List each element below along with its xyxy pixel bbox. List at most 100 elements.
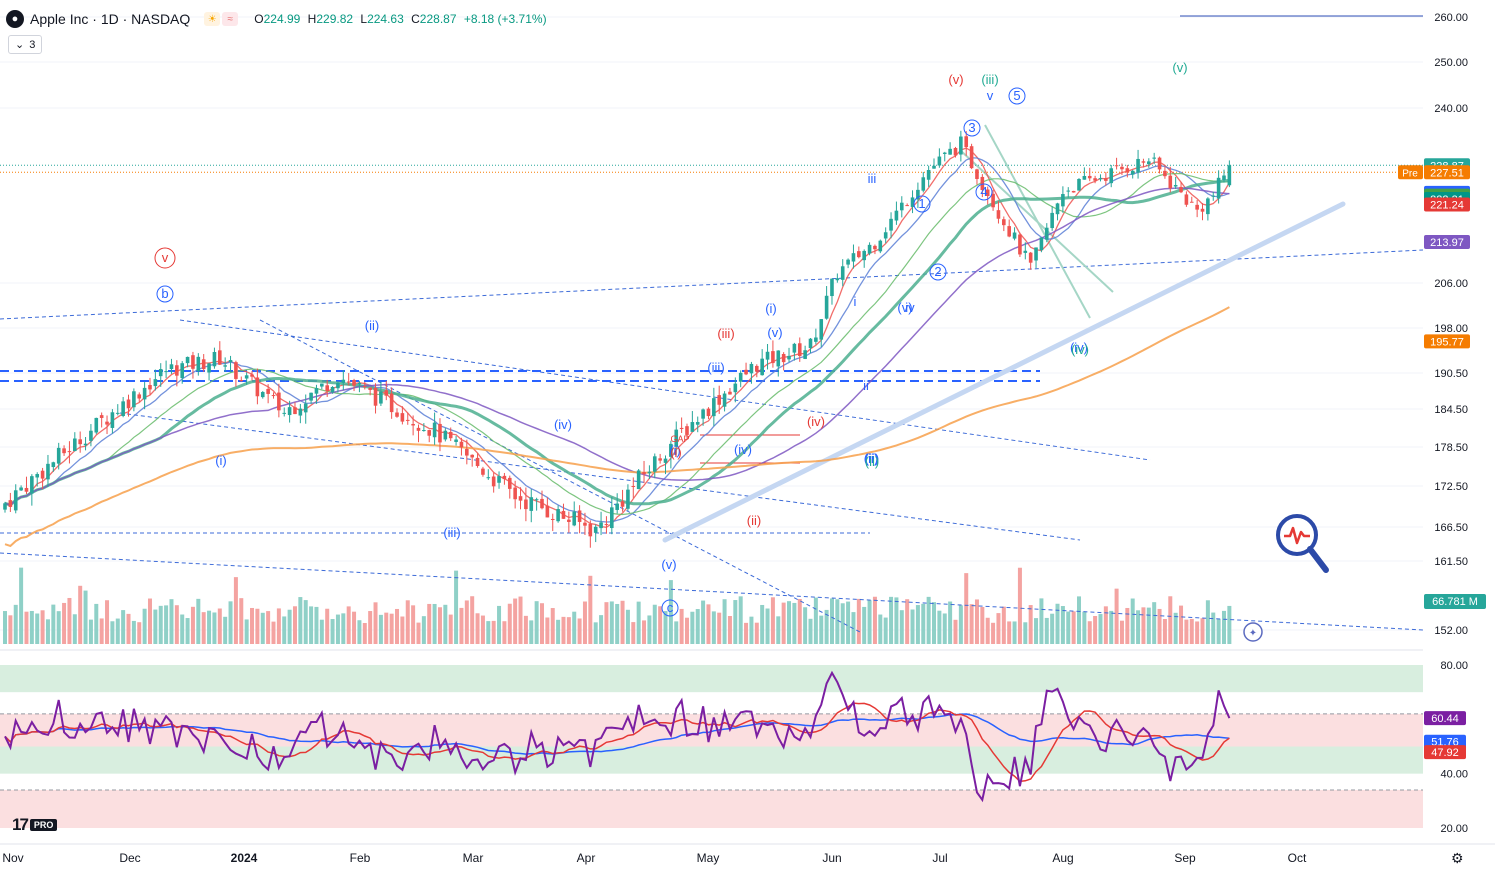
candle-body	[432, 422, 437, 438]
volume-bar	[1066, 611, 1071, 644]
wave-label: (i)	[670, 445, 682, 460]
candle-body	[62, 448, 66, 454]
candle-body	[121, 401, 125, 417]
candle-body	[910, 197, 915, 207]
volume-bar	[357, 620, 362, 644]
pre-tag-label: Pre	[1402, 168, 1418, 179]
candle-body	[540, 498, 544, 509]
symbol-title[interactable]: Apple Inc · 1D · NASDAQ	[30, 11, 191, 27]
candle-body	[985, 189, 990, 196]
candle-body	[1039, 237, 1044, 251]
wave-label: 4	[980, 184, 987, 199]
volume-bar	[749, 616, 754, 644]
candle-body	[137, 394, 142, 399]
wave-circle	[929, 263, 947, 281]
volume-bar	[1189, 618, 1194, 644]
candle-body	[19, 487, 23, 491]
price-change: +8.18 (+3.71%)	[463, 12, 547, 26]
candle-body	[105, 421, 109, 425]
candle-body	[1222, 175, 1226, 180]
candle-body	[35, 474, 40, 478]
tradingview-logo[interactable]: 17 PRO	[12, 815, 58, 835]
candle-body	[303, 403, 308, 413]
volume-bar	[72, 614, 77, 644]
tv-logo-mark: 17	[12, 815, 29, 834]
volume-bar	[899, 610, 904, 644]
volume-bar	[674, 621, 679, 644]
volume-bar	[1168, 596, 1173, 644]
candle-body	[1136, 158, 1140, 173]
wave-label: c	[667, 600, 674, 615]
candle-body	[620, 501, 625, 507]
volume-bar	[572, 611, 577, 644]
volume-tag-label: 66.781 M	[1432, 596, 1478, 608]
volume-bar	[894, 597, 899, 644]
wave-label: (ii)	[865, 451, 879, 466]
volume-bar	[566, 617, 571, 644]
candle-body	[314, 388, 319, 394]
volume-bar	[1157, 608, 1162, 644]
price-tag-label: 213.97	[1430, 237, 1464, 249]
volume-bar	[1109, 610, 1114, 644]
candle-body	[636, 470, 641, 490]
candle-body	[491, 476, 496, 487]
candle-body	[266, 388, 270, 394]
candle-body	[46, 463, 50, 480]
rsi-overbought-zone	[0, 665, 1423, 693]
price-tick-label: 152.00	[1434, 625, 1468, 637]
wave-label: (iv)	[1070, 340, 1088, 355]
price-tag	[1424, 234, 1470, 249]
indicators-toggle-button[interactable]: ⌄ 3	[8, 35, 43, 54]
volume-bar	[239, 598, 244, 644]
volume-bar	[658, 606, 663, 644]
candle-body	[926, 170, 931, 180]
candle-body	[717, 395, 722, 405]
candle-body	[513, 487, 517, 500]
time-tick-label: Jul	[932, 851, 947, 865]
candle-body	[250, 374, 254, 377]
candle-body	[384, 390, 389, 396]
volume-bar	[276, 608, 281, 644]
candle-body	[277, 392, 281, 411]
event-marker-glyph: ✦	[1249, 628, 1257, 639]
rsi-line	[4, 670, 1231, 803]
volume-bar	[78, 585, 83, 644]
ma-blue-line	[4, 157, 1230, 523]
wave-label: GAP	[670, 434, 689, 444]
volume-bar	[454, 570, 459, 644]
candle-body	[73, 438, 77, 452]
wave-circle	[963, 119, 981, 137]
magnifier-pulse-icon[interactable]	[1272, 510, 1332, 576]
volume-bar	[99, 618, 104, 644]
volume-bar	[883, 617, 888, 644]
candle-body	[1179, 186, 1183, 193]
data-wave-icon[interactable]: ≈	[222, 12, 239, 26]
volume-bar	[738, 596, 743, 644]
candle-body	[851, 253, 856, 262]
volume-bar	[1205, 600, 1210, 644]
wave-label: 1	[918, 196, 925, 211]
volume-bar	[765, 608, 770, 644]
sun-icon[interactable]: ☀	[204, 12, 221, 26]
volume-bar	[335, 614, 340, 644]
wave-label: (i)	[215, 453, 227, 468]
volume-bar	[1141, 607, 1146, 644]
candle-body	[669, 443, 673, 457]
rsi-tag	[1424, 711, 1466, 726]
candle-body	[658, 458, 662, 461]
candle-body	[336, 382, 340, 389]
volume-bar	[915, 605, 920, 644]
volume-bar	[1012, 621, 1017, 644]
volume-bar	[314, 606, 319, 644]
candle-body	[524, 499, 528, 510]
volume-bar	[35, 613, 40, 644]
volume-bar	[958, 605, 963, 644]
candle-body	[352, 379, 356, 386]
volume-bar	[889, 596, 894, 644]
volume-bar	[1001, 606, 1006, 644]
volume-bar	[56, 611, 61, 644]
candle-body	[701, 409, 705, 419]
settings-gear-icon[interactable]: ⚙	[1451, 850, 1464, 866]
volume-bar	[609, 601, 614, 644]
